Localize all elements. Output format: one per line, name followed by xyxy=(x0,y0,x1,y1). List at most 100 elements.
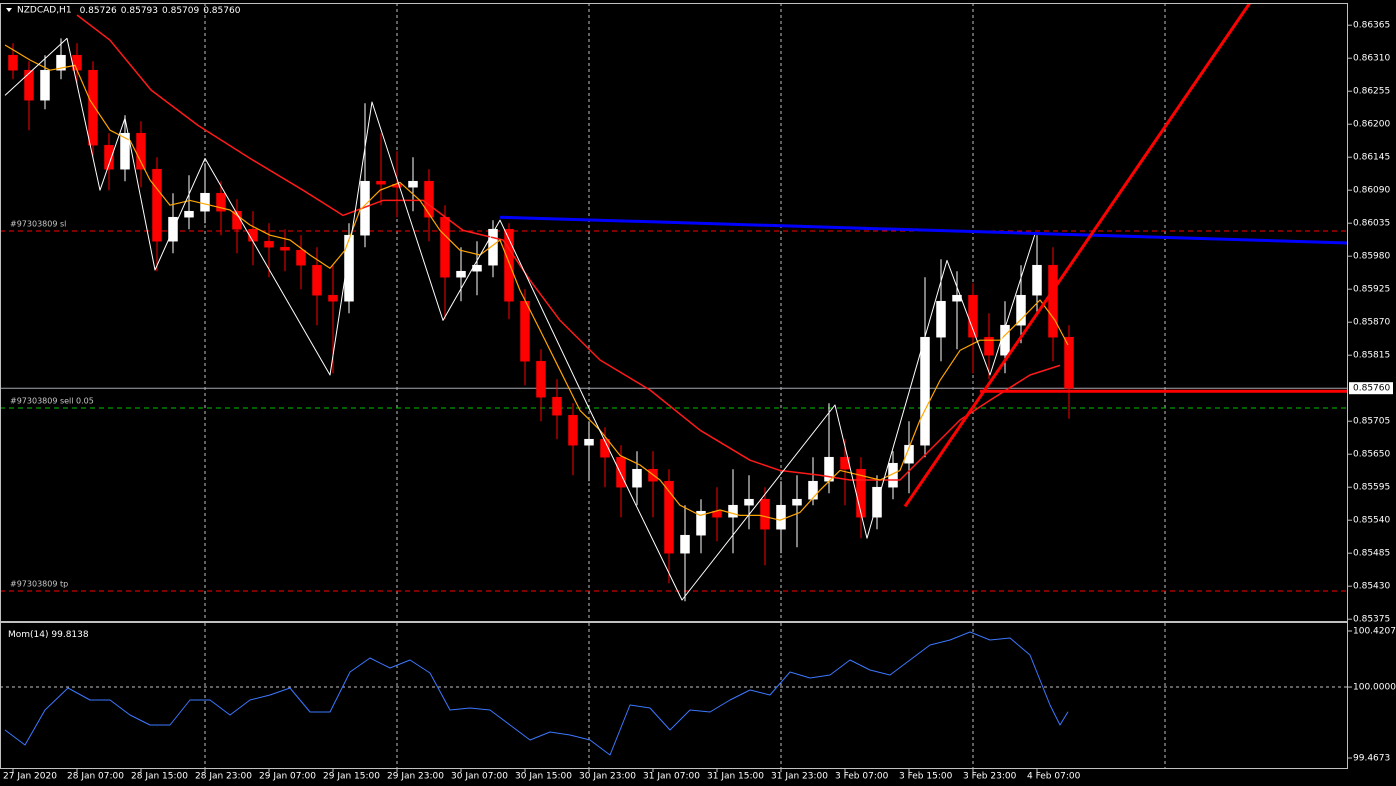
candle-body xyxy=(40,69,50,101)
candle-body xyxy=(776,504,786,530)
x-tick-label: 28 Jan 23:00 xyxy=(195,772,252,782)
order-label: #97303809 sl xyxy=(10,220,66,229)
candle-body xyxy=(264,240,274,248)
candle-body xyxy=(616,456,626,488)
candle-body xyxy=(104,144,114,170)
menu-triangle[interactable] xyxy=(6,8,12,12)
main-pane: #97303809 sl #97303809 sell 0.05 #97303809… xyxy=(0,3,1348,621)
candle-body xyxy=(184,210,194,218)
candle-body xyxy=(232,210,242,230)
candle-body xyxy=(1032,264,1042,296)
candle-body xyxy=(520,300,530,362)
candle-body xyxy=(120,132,130,170)
indicator-line xyxy=(4,37,1036,601)
candle-body xyxy=(8,54,18,71)
indicator-line xyxy=(76,14,1061,481)
candle-body xyxy=(136,132,146,170)
indicator-line xyxy=(4,631,1069,756)
x-tick-label: 27 Jan 2020 xyxy=(3,772,57,782)
bid-box xyxy=(1349,382,1393,395)
candle-body xyxy=(904,444,914,464)
y-tick-label: 0.86145 xyxy=(1353,153,1390,163)
candle-body xyxy=(424,180,434,218)
candle-body xyxy=(632,468,642,488)
x-tick-label: 29 Jan 15:00 xyxy=(323,772,380,782)
candle-body xyxy=(808,480,818,500)
candle-body xyxy=(88,69,98,146)
candle-body xyxy=(920,336,930,446)
y-tick-label: 0.85540 xyxy=(1353,516,1390,526)
candle-body xyxy=(200,192,210,212)
x-tick-label: 30 Jan 23:00 xyxy=(579,772,636,782)
y-tick-label: 0.86255 xyxy=(1353,87,1390,97)
x-tick-label: 28 Jan 07:00 xyxy=(67,772,124,782)
x-tick-label: 29 Jan 07:00 xyxy=(259,772,316,782)
y-tick-label: 0.86365 xyxy=(1353,21,1390,31)
candle-body xyxy=(456,270,466,278)
candle-body xyxy=(56,54,66,71)
y-tick-label: 0.86090 xyxy=(1353,186,1390,196)
order-label: #97303809 tp xyxy=(10,580,68,589)
y-tick-label: 0.85430 xyxy=(1353,582,1390,592)
candle-body xyxy=(536,360,546,398)
candle-body xyxy=(728,504,738,518)
candle-body xyxy=(408,180,418,188)
x-tick-label: 31 Jan 15:00 xyxy=(707,772,764,782)
candle-body xyxy=(552,396,562,416)
candle-body xyxy=(840,456,850,470)
candle-body xyxy=(664,480,674,554)
y-tick-label: 0.85925 xyxy=(1353,285,1390,295)
y-tick-label: 0.86310 xyxy=(1353,54,1390,64)
candle-body xyxy=(792,498,802,506)
candle-body xyxy=(680,534,690,554)
x-tick-label: 31 Jan 07:00 xyxy=(643,772,700,782)
y-tick-label: 100.0000 xyxy=(1353,683,1396,693)
indicator-line xyxy=(499,215,1348,245)
indicator-line xyxy=(4,44,1069,521)
y-tick-label: 0.85980 xyxy=(1353,252,1390,262)
candle-body xyxy=(744,498,754,506)
x-tick-label: 3 Feb 23:00 xyxy=(963,772,1017,782)
y-tick-label: 0.85485 xyxy=(1353,549,1390,559)
candle-body xyxy=(488,228,498,266)
x-tick-label: 4 Feb 07:00 xyxy=(1027,772,1081,782)
main-frame xyxy=(0,3,1348,622)
candle-body xyxy=(344,234,354,302)
bid-label: 0.85760 xyxy=(1353,384,1390,394)
candle-body xyxy=(328,294,338,302)
candle-body xyxy=(968,294,978,338)
y-tick-label: 0.86200 xyxy=(1353,120,1390,130)
y-tick-label: 0.85375 xyxy=(1353,615,1390,625)
x-tick-label: 3 Feb 07:00 xyxy=(835,772,889,782)
candle-body xyxy=(1064,336,1074,389)
candle-body xyxy=(1016,294,1026,326)
indicator-name: Mom(14) 99.8138 xyxy=(8,630,89,640)
candle-body xyxy=(760,498,770,530)
y-tick-label: 99.4673 xyxy=(1353,753,1390,763)
momentum-pane xyxy=(0,623,1348,768)
y-tick-label: 0.85595 xyxy=(1353,483,1390,493)
symbol-title: NZDCAD,H1 0.85726 0.85793 0.85709 0.85760 xyxy=(17,6,241,16)
candle-body xyxy=(984,336,994,356)
y-tick-label: 100.4207 xyxy=(1353,627,1396,637)
candle-body xyxy=(280,246,290,251)
ohlc-value: 0.85726 xyxy=(80,6,117,16)
y-tick-label: 0.85870 xyxy=(1353,318,1390,328)
candle-body xyxy=(568,414,578,446)
y-tick-label: 0.85650 xyxy=(1353,450,1390,460)
candle-body xyxy=(584,438,594,446)
candle-body xyxy=(936,300,946,338)
candle-body xyxy=(152,168,162,242)
candle-body xyxy=(888,462,898,488)
candle-body xyxy=(312,264,322,296)
order-label: #97303809 sell 0.05 xyxy=(10,397,94,406)
candle-body xyxy=(504,228,514,302)
ohlc-value: 0.85709 xyxy=(162,6,199,16)
candle-body xyxy=(1000,324,1010,356)
x-tick-label: 30 Jan 07:00 xyxy=(451,772,508,782)
x-tick-label: 29 Jan 23:00 xyxy=(387,772,444,782)
y-tick-label: 0.85815 xyxy=(1353,351,1390,361)
x-tick-label: 3 Feb 15:00 xyxy=(899,772,953,782)
